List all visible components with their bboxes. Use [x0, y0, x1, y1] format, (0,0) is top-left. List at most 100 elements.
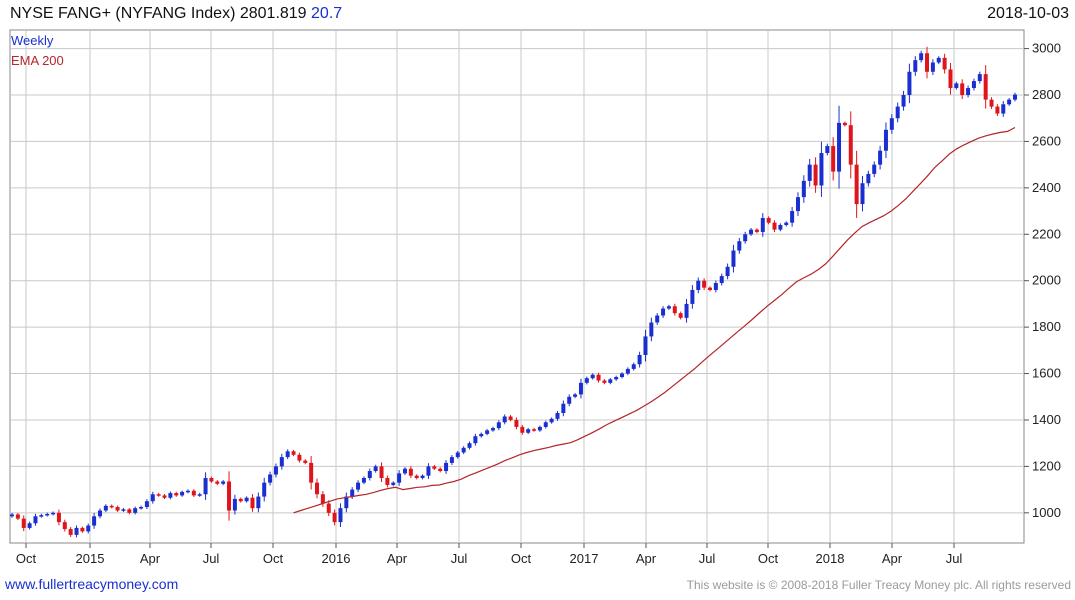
candle-body	[907, 71, 912, 95]
candle-body	[449, 457, 454, 463]
candle-body	[344, 496, 349, 509]
candle-body	[285, 451, 290, 458]
candle-body	[27, 523, 32, 528]
candle-body	[596, 374, 601, 381]
x-tick-label: Oct	[16, 551, 37, 566]
candle-body	[197, 494, 202, 496]
candle-body	[825, 146, 830, 154]
chart-header: NYSE FANG+ (NYFANG Index) 2801.819 20.7 …	[0, 0, 1075, 30]
candle-body	[121, 509, 126, 511]
candle-body	[268, 474, 273, 483]
candle-body	[402, 468, 407, 474]
candle-body	[408, 468, 413, 476]
candle-body	[191, 490, 196, 496]
candle-body	[309, 462, 314, 483]
candle-body	[678, 313, 683, 318]
candle-body	[760, 218, 765, 232]
candle-body	[813, 164, 818, 186]
candle-body	[766, 218, 771, 223]
candle-body	[620, 373, 625, 378]
chart-title: NYSE FANG+ (NYFANG Index) 2801.819 20.7	[10, 5, 342, 23]
candle-body	[438, 468, 443, 472]
candle-body	[279, 457, 284, 467]
candle-body	[479, 433, 484, 437]
candle-body	[80, 527, 85, 532]
candle-body	[109, 505, 114, 508]
candle-body	[971, 81, 976, 89]
candle-body	[97, 510, 102, 517]
candle-body	[860, 183, 865, 205]
candle-body	[866, 173, 871, 184]
candle-body	[473, 436, 478, 444]
index-name-price: NYSE FANG+ (NYFANG Index) 2801.819	[10, 5, 307, 22]
x-tick-label: 2017	[570, 551, 599, 566]
y-tick-label: 1600	[1032, 366, 1061, 381]
candle-body	[455, 452, 460, 458]
candle-body	[936, 57, 941, 63]
candle-body	[68, 529, 73, 535]
candle-body	[543, 422, 548, 427]
y-tick-label: 2400	[1032, 180, 1061, 195]
candle-body	[526, 429, 531, 433]
y-tick-label: 1000	[1032, 505, 1061, 520]
candle-body	[713, 283, 718, 290]
candle-body	[702, 280, 707, 288]
candle-body	[567, 396, 572, 404]
candle-body	[432, 466, 437, 469]
candle-body	[913, 60, 918, 72]
candle-body	[139, 507, 144, 509]
candle-body	[444, 462, 449, 472]
y-tick-label: 1800	[1032, 319, 1061, 334]
y-tick-label: 2800	[1032, 87, 1061, 102]
candle-body	[795, 197, 800, 212]
candle-body	[520, 426, 525, 433]
candle-body	[948, 69, 953, 89]
candle-body	[262, 482, 267, 497]
candle-body	[379, 466, 384, 479]
candle-body	[244, 497, 249, 502]
candle-body	[801, 180, 806, 198]
x-tick-label: Jul	[699, 551, 716, 566]
candle-body	[895, 106, 900, 119]
candle-body	[338, 508, 343, 523]
candle-body	[461, 447, 466, 453]
y-tick-label: 2000	[1032, 273, 1061, 288]
candle-body	[684, 303, 689, 318]
candle-body	[537, 426, 542, 431]
candle-body	[737, 241, 742, 251]
candle-body	[725, 266, 730, 277]
candle-body	[696, 280, 701, 290]
candle-body	[872, 164, 877, 174]
candle-body	[156, 494, 161, 496]
candle-body	[790, 211, 795, 223]
candle-body	[731, 250, 736, 267]
candle-body	[397, 473, 402, 483]
candle-body	[883, 129, 888, 151]
candle-body	[807, 164, 812, 181]
candle-body	[942, 57, 947, 70]
candle-body	[602, 380, 607, 383]
candle-body	[878, 150, 883, 165]
candle-body	[227, 481, 232, 511]
candle-body	[989, 99, 994, 107]
candle-body	[1001, 104, 1006, 114]
candle-body	[954, 83, 959, 89]
candle-body	[578, 382, 583, 395]
candle-body	[414, 475, 419, 479]
candle-body	[573, 394, 578, 397]
x-tick-label: Jul	[203, 551, 220, 566]
candle-body	[649, 322, 654, 337]
candle-body	[391, 482, 396, 485]
candle-body	[238, 498, 243, 502]
candle-body	[56, 512, 61, 523]
chart-date: 2018-10-03	[987, 5, 1069, 22]
candle-body	[707, 287, 712, 290]
candle-body	[960, 83, 965, 95]
website-link[interactable]: www.fullertreacymoney.com	[5, 576, 179, 592]
candle-body	[185, 490, 190, 493]
candle-body	[33, 516, 38, 524]
legend-weekly: Weekly	[11, 33, 54, 48]
candle-body	[555, 413, 560, 419]
candle-body	[778, 224, 783, 230]
x-tick-label: Apr	[140, 551, 161, 566]
